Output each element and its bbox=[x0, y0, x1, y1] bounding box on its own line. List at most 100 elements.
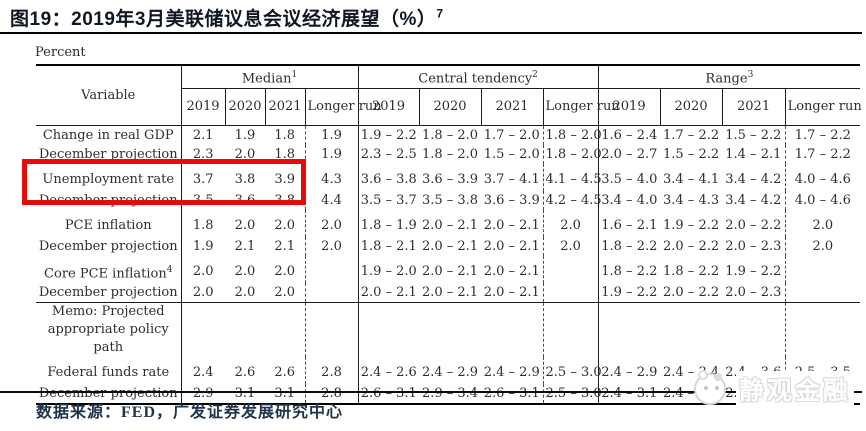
cell: 1.5 – 2.0 bbox=[483, 146, 540, 162]
cell: 2.4 – 3.1 bbox=[597, 384, 661, 405]
cell: 3.1 bbox=[234, 385, 256, 401]
year-header: Longer run bbox=[784, 88, 862, 127]
cell: 2.0 bbox=[234, 284, 256, 300]
figure-title: 图19：2019年3月美联储议息会议经济展望（%）7 bbox=[10, 6, 444, 30]
cell: 1.7 – 2.2 bbox=[663, 127, 720, 143]
cell: 2.4 – 2.9 bbox=[483, 364, 540, 380]
year-header: 2020 bbox=[659, 88, 723, 127]
row-label: Unemployment rate bbox=[42, 171, 175, 187]
cell: 1.9 – 2.0 bbox=[357, 256, 420, 284]
cell: 3.1 bbox=[274, 385, 296, 401]
year-header-row: 2019 2020 2021 Longer run 2019 2020 2021… bbox=[36, 88, 862, 127]
cell: 3.4 – 4.2 bbox=[725, 192, 782, 208]
cell: 3.4 – 4.1 bbox=[663, 171, 720, 187]
cell: 3.7 – 4.1 bbox=[483, 171, 540, 187]
cell: 2.4 bbox=[180, 357, 225, 385]
cell: 2.0 – 2.1 bbox=[421, 284, 479, 300]
cell: 3.6 – 3.9 bbox=[421, 171, 479, 187]
cell bbox=[180, 302, 225, 358]
cell: 4.1 – 4.5 bbox=[542, 164, 602, 192]
cell: 1.7 – 2.0 bbox=[483, 127, 540, 143]
cell: 3.6 – 3.9 bbox=[483, 192, 540, 208]
cell: 2.6 bbox=[234, 364, 256, 380]
cell: 1.8 – 2.2 bbox=[663, 263, 720, 279]
cell bbox=[419, 302, 482, 358]
title-footnote-marker: 7 bbox=[436, 6, 444, 21]
mascot-face-icon bbox=[693, 370, 726, 405]
cell: 1.8 – 2.0 bbox=[542, 145, 602, 165]
cell: 1.8 – 2.1 bbox=[357, 237, 420, 257]
year-header: 2021 bbox=[264, 88, 305, 127]
cell: 2.8 bbox=[304, 384, 359, 405]
cell: 1.8 – 2.0 bbox=[421, 146, 479, 162]
cell: 1.5 – 2.2 bbox=[725, 127, 782, 143]
cell: 4.0 – 4.6 bbox=[784, 191, 861, 211]
cell: 2.0 – 2.2 bbox=[663, 238, 720, 254]
cell: 3.8 bbox=[234, 171, 256, 187]
cell: 2.1 bbox=[180, 125, 225, 146]
cell: 1.9 bbox=[180, 237, 225, 257]
cell: 2.0 bbox=[542, 210, 599, 238]
cell: 3.5 – 3.8 bbox=[421, 192, 479, 208]
cell bbox=[660, 302, 723, 358]
cell: 2.0 – 2.3 bbox=[725, 284, 782, 300]
year-header: Longer run bbox=[542, 88, 620, 127]
cell bbox=[722, 302, 786, 358]
footer-divider bbox=[0, 391, 862, 393]
group-header-row: Variable Median1 Central tendency2 Range… bbox=[36, 65, 861, 127]
cell: 3.4 – 4.3 bbox=[663, 192, 720, 208]
cell: 2.0 – 2.1 bbox=[421, 238, 479, 254]
cell bbox=[784, 302, 861, 358]
cell: 4.3 bbox=[304, 164, 359, 192]
cell: 1.7 – 2.2 bbox=[784, 145, 861, 165]
cell bbox=[357, 302, 420, 358]
cell: 1.8 – 2.0 bbox=[542, 125, 602, 146]
table-row: PCE inflation 1.8 2.0 2.0 2.0 1.8 – 1.9 … bbox=[36, 210, 861, 238]
cell bbox=[597, 302, 661, 358]
cell: 2.4 – 2.9 bbox=[421, 364, 479, 380]
cell: 2.0 bbox=[784, 210, 861, 238]
cell bbox=[784, 256, 861, 284]
cell: 1.8 – 1.9 bbox=[357, 210, 420, 238]
highlight-box bbox=[22, 159, 306, 205]
variable-column-header: Variable bbox=[36, 65, 181, 127]
watermark-text: 静观金融 bbox=[735, 371, 854, 407]
cell: 2.1 bbox=[274, 238, 296, 254]
cell: 1.8 – 2.2 bbox=[597, 237, 661, 257]
cell bbox=[225, 302, 265, 358]
year-header: 2019 bbox=[357, 88, 420, 127]
cell: 3.7 bbox=[180, 164, 225, 192]
cell: 3.5 – 4.0 bbox=[597, 164, 661, 192]
cell: 2.0 – 2.1 bbox=[483, 217, 540, 233]
group-header-median: Median1 bbox=[180, 65, 359, 90]
cell: 4.0 – 4.6 bbox=[784, 164, 861, 192]
cell: 3.9 bbox=[274, 171, 296, 187]
row-label: Memo: Projected appropriate policy path bbox=[36, 302, 181, 358]
watermark: 静观金融 bbox=[693, 369, 854, 409]
row-label: December projection bbox=[38, 146, 178, 162]
cell: 2.0 bbox=[234, 217, 256, 233]
cell: 2.0 – 2.1 bbox=[421, 217, 479, 233]
row-label: Federal funds rate bbox=[47, 364, 170, 380]
cell: 2.5 – 3.0 bbox=[542, 357, 602, 385]
cell: 4.4 bbox=[304, 191, 359, 211]
cell: 2.6 bbox=[274, 364, 296, 380]
cell: 2.0 – 2.1 bbox=[421, 263, 479, 279]
table-row: December projection 1.9 2.1 2.1 2.0 1.8 … bbox=[36, 237, 861, 257]
cell: 2.0 – 2.1 bbox=[357, 283, 420, 303]
year-header: 2020 bbox=[224, 88, 265, 127]
cell: 2.6 – 3.1 bbox=[357, 384, 420, 405]
cell: 1.8 – 2.2 bbox=[597, 256, 661, 284]
cell: 2.0 bbox=[304, 210, 359, 238]
year-header: 2021 bbox=[480, 88, 544, 127]
cell: 2.0 – 2.1 bbox=[483, 238, 540, 254]
cell: 2.4 – 2.9 bbox=[597, 357, 661, 385]
cell: 1.9 – 2.2 bbox=[597, 283, 661, 303]
row-label: December projection bbox=[38, 238, 178, 254]
cell: 4.2 – 4.5 bbox=[542, 191, 602, 211]
cell: 2.0 bbox=[784, 237, 861, 257]
cell: 1.9 – 2.2 bbox=[663, 217, 720, 233]
cell bbox=[542, 283, 599, 303]
cell: 1.9 bbox=[304, 145, 359, 165]
